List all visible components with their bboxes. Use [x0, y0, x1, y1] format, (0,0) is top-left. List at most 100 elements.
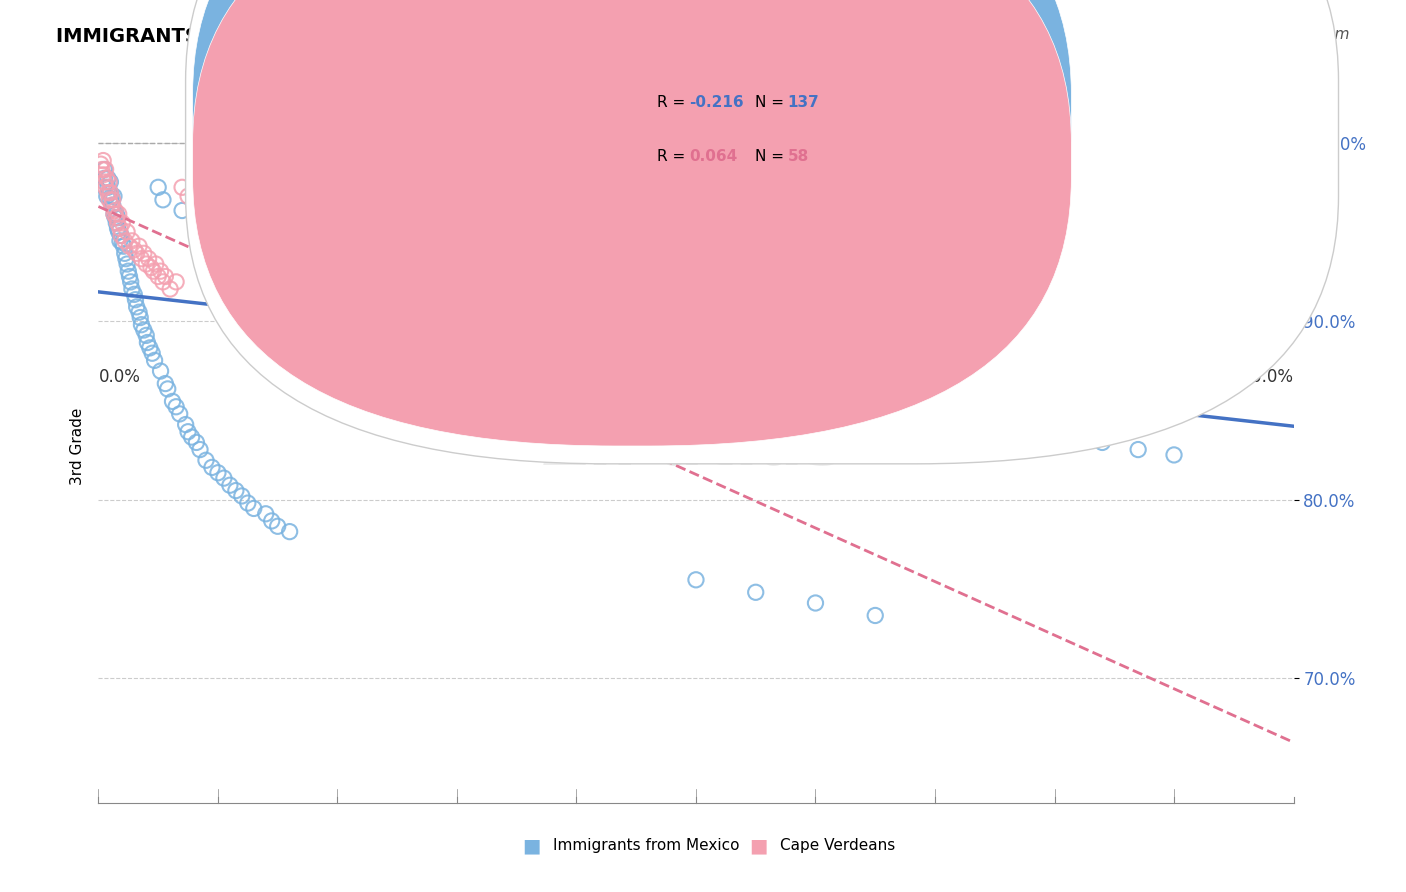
Point	[745, 585, 768, 599]
Point	[852, 376, 875, 391]
Point	[98, 193, 122, 207]
Point	[267, 278, 290, 293]
Point	[284, 175, 307, 189]
Point	[589, 310, 612, 325]
Point	[114, 234, 136, 248]
Text: ZIPatlas: ZIPatlas	[546, 413, 846, 479]
Text: N =: N =	[755, 149, 789, 163]
Point	[91, 153, 114, 168]
Point	[207, 466, 229, 480]
Point	[101, 198, 124, 212]
Point	[972, 407, 994, 421]
Point	[291, 180, 314, 194]
Point	[470, 269, 492, 284]
Point	[709, 341, 731, 355]
Point	[132, 323, 155, 337]
Point	[132, 246, 155, 260]
Point	[148, 180, 170, 194]
Point	[865, 608, 887, 623]
Point	[411, 239, 433, 253]
Point	[124, 293, 146, 307]
Point	[1043, 425, 1066, 439]
Point	[1258, 293, 1281, 307]
Point	[124, 287, 146, 301]
Point	[188, 207, 211, 221]
Point	[363, 216, 385, 230]
Text: Immigrants from Mexico: Immigrants from Mexico	[553, 838, 740, 853]
Point	[120, 275, 142, 289]
Point	[128, 239, 150, 253]
Point	[924, 394, 946, 409]
Point	[145, 257, 167, 271]
Point	[100, 198, 122, 212]
Point	[172, 203, 194, 218]
Point	[828, 371, 851, 385]
Point	[93, 180, 115, 194]
Text: -0.216: -0.216	[689, 95, 744, 110]
Point	[243, 501, 266, 516]
Point	[804, 596, 827, 610]
Point	[685, 573, 707, 587]
Point	[374, 221, 396, 235]
Point	[141, 346, 163, 360]
Y-axis label: 3rd Grade: 3rd Grade	[69, 408, 84, 484]
Point	[385, 228, 409, 243]
Point	[541, 300, 564, 314]
Point	[1187, 275, 1209, 289]
Point	[105, 207, 128, 221]
Point	[434, 252, 457, 266]
Point	[254, 269, 277, 284]
Point	[188, 442, 211, 457]
Point	[107, 225, 129, 239]
Point	[207, 234, 229, 248]
Point	[1234, 287, 1257, 301]
Point	[104, 203, 127, 218]
Point	[876, 382, 898, 396]
Point	[110, 228, 132, 243]
Point	[94, 162, 117, 177]
Point	[111, 235, 134, 250]
Point	[105, 211, 128, 225]
Point	[169, 407, 191, 421]
Point	[243, 260, 266, 275]
Point	[350, 211, 373, 225]
Point	[172, 180, 194, 194]
Point	[350, 314, 373, 328]
Point	[422, 246, 444, 260]
Point	[131, 318, 153, 332]
Point	[98, 186, 122, 200]
Point	[212, 471, 235, 485]
Point	[104, 211, 127, 225]
Point	[780, 359, 803, 373]
Point	[186, 435, 208, 450]
Point	[93, 171, 115, 186]
Text: 100.0%: 100.0%	[1230, 368, 1294, 385]
Point	[183, 198, 205, 212]
Point	[517, 293, 540, 307]
Text: IMMIGRANTS FROM MEXICO VS CAPE VERDEAN 3RD GRADE CORRELATION CHART: IMMIGRANTS FROM MEXICO VS CAPE VERDEAN 3…	[56, 27, 948, 45]
Point	[155, 269, 177, 284]
Point	[111, 216, 134, 230]
Point	[995, 412, 1018, 426]
Point	[180, 430, 202, 444]
Point	[129, 310, 152, 325]
Point	[613, 318, 636, 332]
Text: N =: N =	[755, 95, 789, 110]
Point	[254, 507, 277, 521]
Point	[107, 211, 129, 225]
Point	[139, 341, 162, 355]
Point	[661, 328, 683, 343]
Point	[93, 175, 115, 189]
Point	[260, 514, 283, 528]
Point	[98, 193, 121, 207]
Point	[156, 382, 179, 396]
Point	[1091, 435, 1114, 450]
Point	[278, 287, 301, 301]
Point	[326, 198, 349, 212]
Point	[177, 425, 200, 439]
Point	[565, 305, 588, 319]
Point	[105, 216, 128, 230]
Point	[1163, 448, 1185, 462]
Point	[458, 264, 481, 278]
Point	[101, 193, 124, 207]
